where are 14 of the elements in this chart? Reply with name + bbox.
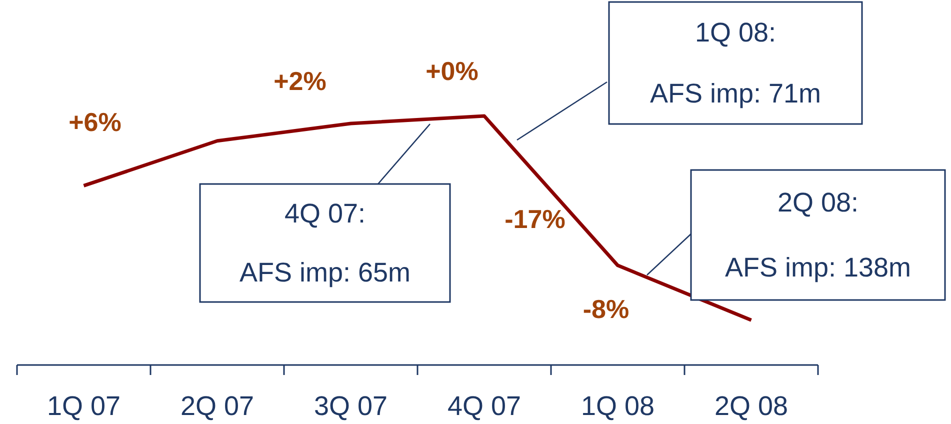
annotation: 4Q 07: AFS imp: 65m — [239, 198, 411, 288]
x-tick-label: 1Q 07 — [46, 391, 121, 421]
x-tick-label: 1Q 08 — [580, 391, 655, 421]
x-tick-label: 4Q 07 — [447, 391, 522, 421]
text: 1Q 08: AFS imp: 71m — [650, 18, 822, 108]
x-tick-label: 3Q 07 — [314, 391, 388, 421]
text: 2Q 08: AFS imp: 138m — [724, 188, 912, 282]
text: +0% — [426, 56, 478, 86]
x-tick-label: 2Q 07 — [180, 391, 254, 421]
annotation: -17% — [504, 204, 566, 234]
text: +2% — [274, 66, 326, 96]
annotation: -8% — [582, 294, 630, 324]
annotation: +6% — [68, 107, 122, 137]
x-tick-label: 2Q 08 — [714, 391, 788, 421]
